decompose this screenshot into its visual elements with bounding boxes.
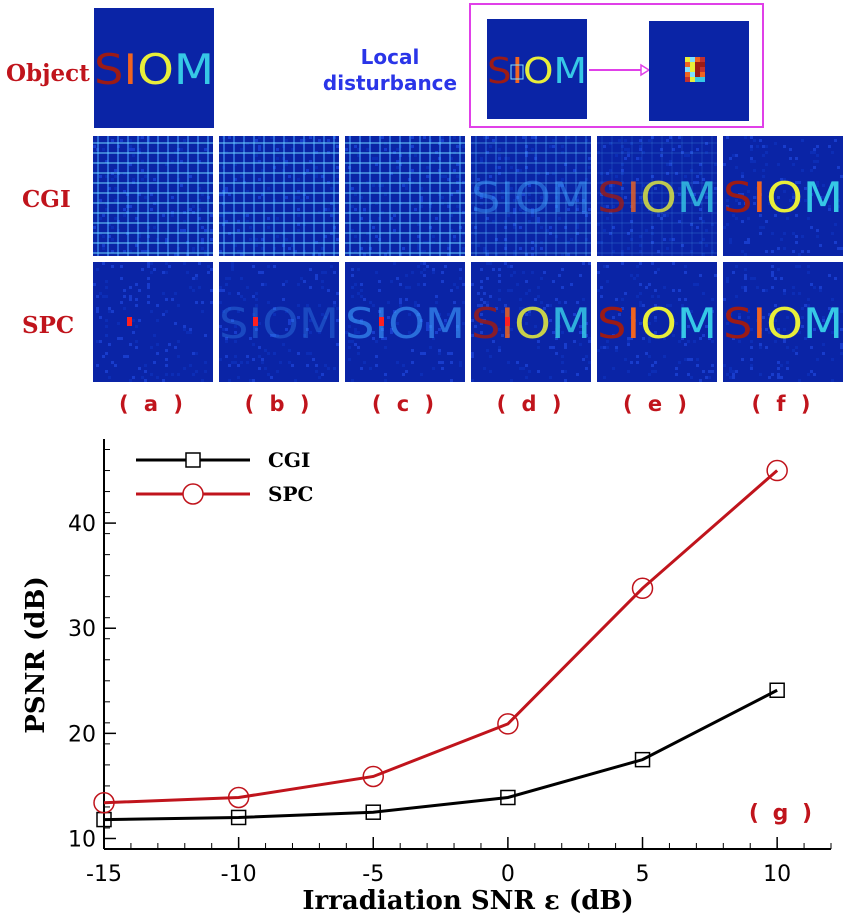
disturbance-arrow	[589, 63, 649, 77]
disturbance-patch-image	[649, 21, 749, 121]
spc-reconstruction-d: SIOM	[471, 262, 591, 382]
cgi-reconstruction-b	[219, 136, 339, 256]
svg-text:SIOM: SIOM	[219, 299, 339, 348]
panel-label-d: ( d )	[496, 392, 566, 416]
x-tick-label: -15	[86, 862, 122, 887]
cgi-reconstruction-a	[93, 136, 213, 256]
cgi-reconstruction-f: SIOM	[723, 136, 843, 256]
spc-reconstruction-a	[93, 262, 213, 382]
psnr-chart: -15 -10 -5 0 5 10 10 20 30 40 Irradiation SNR ε (…	[21, 439, 832, 916]
point-cgi	[365, 804, 382, 820]
object-image: SIOM	[94, 8, 214, 128]
spc-reconstruction-f: SIOM	[723, 262, 843, 382]
disturbed-object-text: SIOM	[487, 51, 587, 92]
panel-label-f: ( f )	[751, 392, 815, 416]
spc-reconstruction-e: SIOM	[597, 262, 717, 382]
row-label-object: Object	[6, 60, 90, 87]
point-cgi	[634, 751, 651, 768]
x-tick-label: 0	[501, 862, 515, 887]
point-cgi	[769, 682, 785, 699]
point-cgi	[230, 809, 247, 826]
local-disturbance-label: Local disturbance	[310, 44, 470, 96]
chart-annotation-g: ( g )	[749, 801, 815, 826]
y-tick-label: 20	[68, 722, 96, 747]
point-spc	[227, 786, 250, 809]
obj-letter-m: M	[174, 45, 214, 94]
panel-label-a: ( a )	[119, 392, 187, 416]
panel-label-b: ( b )	[244, 392, 314, 416]
x-tick-label: -5	[362, 862, 384, 887]
x-axis-label: Irradiation SNR ε (dB)	[302, 886, 633, 916]
legend-marker-spc	[182, 483, 204, 505]
point-spc	[766, 459, 788, 482]
disturbed-object-image: SIOM	[487, 19, 587, 119]
x-tick-label: 5	[636, 862, 650, 887]
svg-text:SIOM: SIOM	[597, 299, 717, 348]
x-tick-label: 10	[763, 862, 791, 887]
panel-label-c: ( c )	[371, 392, 439, 416]
disturbance-frame: SIOM	[469, 3, 764, 128]
point-spc	[362, 765, 385, 788]
local-disturbance-line2: disturbance	[322, 71, 458, 95]
point-spc	[93, 791, 115, 814]
legend-label-cgi: CGI	[268, 448, 310, 472]
x-tick-label: -10	[221, 862, 257, 887]
svg-text:SIOM: SIOM	[345, 299, 465, 348]
obj-letter-s: S	[94, 45, 124, 94]
series-line-spc	[103, 469, 779, 805]
svg-text:SIOM: SIOM	[723, 173, 843, 222]
y-tick-label: 40	[68, 512, 96, 537]
obj-letter-o: O	[137, 45, 174, 94]
cgi-reconstruction-c	[345, 136, 465, 256]
svg-text:SIOM: SIOM	[597, 173, 717, 222]
row-label-spc: SPC	[22, 312, 75, 339]
y-tick-label: 10	[68, 827, 96, 852]
series-line-cgi	[103, 688, 778, 822]
legend-label-spc: SPC	[268, 482, 313, 506]
y-axis-label: PSNR (dB)	[21, 576, 51, 734]
disturbance-marker-box	[510, 64, 524, 80]
row-label-cgi: CGI	[22, 186, 71, 213]
cgi-reconstruction-e: SIOM	[597, 136, 717, 256]
local-disturbance-line1: Local	[360, 45, 420, 69]
spc-reconstruction-c: SIOM	[345, 262, 465, 382]
cgi-reconstruction-d: SIOM	[471, 136, 591, 256]
object-image-text: SIOM	[94, 45, 214, 94]
spc-reconstruction-b: SIOM	[219, 262, 339, 382]
point-cgi	[500, 789, 516, 806]
svg-text:SIOM: SIOM	[471, 299, 591, 348]
point-spc	[631, 577, 654, 600]
y-tick-label: 30	[68, 617, 96, 642]
point-spc	[497, 713, 519, 735]
panel-label-e: ( e )	[622, 392, 692, 416]
legend-marker-cgi	[185, 452, 201, 468]
svg-text:SIOM: SIOM	[723, 299, 843, 348]
obj-letter-i: I	[124, 45, 138, 94]
svg-text:SIOM: SIOM	[471, 173, 591, 222]
